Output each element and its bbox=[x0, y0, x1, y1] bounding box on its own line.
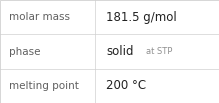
Text: melting point: melting point bbox=[9, 81, 79, 91]
Text: 181.5 g/mol: 181.5 g/mol bbox=[106, 11, 177, 24]
Text: 200 °C: 200 °C bbox=[106, 79, 146, 92]
Text: molar mass: molar mass bbox=[9, 12, 70, 22]
Text: phase: phase bbox=[9, 47, 40, 57]
Text: solid: solid bbox=[106, 45, 134, 58]
Text: at STP: at STP bbox=[146, 47, 172, 56]
